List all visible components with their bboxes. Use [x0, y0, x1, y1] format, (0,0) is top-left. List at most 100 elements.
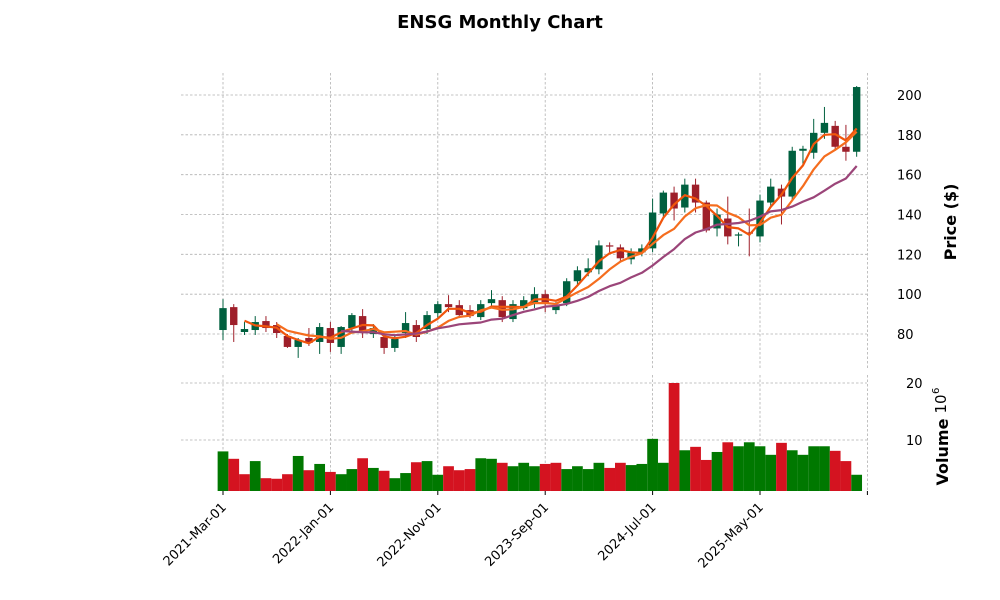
- volume-bar: [561, 469, 573, 491]
- candle-body: [498, 300, 506, 318]
- candle: [756, 194, 764, 243]
- moving-average-lines: [244, 127, 858, 345]
- candle: [509, 300, 517, 323]
- volume-bar: [475, 458, 487, 491]
- volume-bar: [550, 462, 562, 491]
- candle: [240, 322, 249, 335]
- candle-body: [455, 305, 463, 316]
- volume-bar: [335, 474, 347, 491]
- candle: [691, 178, 700, 213]
- candle: [713, 208, 721, 237]
- candle: [412, 320, 421, 342]
- volume-bar: [507, 466, 519, 491]
- volume-bar: [690, 446, 701, 491]
- candle-body: [638, 248, 646, 253]
- candle: [562, 278, 571, 307]
- candle: [315, 323, 324, 354]
- volume-bar: [647, 438, 658, 491]
- volume-bar: [518, 462, 530, 491]
- candle-body: [283, 335, 292, 347]
- x-tick-label: 2022-Nov-01: [375, 500, 445, 570]
- volume-bar: [829, 450, 841, 491]
- moving-average-12-line: [341, 165, 858, 337]
- candle-body: [444, 304, 453, 308]
- volume-bar: [776, 442, 787, 491]
- candle-body: [852, 87, 861, 152]
- volume-bar: [217, 451, 229, 491]
- candle-body: [391, 338, 399, 348]
- volume-bar: [539, 463, 551, 491]
- candle: [831, 120, 839, 151]
- volume-bar: [410, 462, 422, 491]
- volume-bar: [314, 463, 326, 491]
- volume-bar: [432, 474, 444, 491]
- volume-bar: [239, 474, 250, 491]
- candle-body: [326, 328, 335, 343]
- candle: [605, 242, 614, 253]
- candle-body: [713, 214, 721, 229]
- candle: [616, 244, 625, 263]
- volume-bar: [282, 474, 293, 491]
- candle-body: [552, 305, 560, 311]
- volume-bar: [464, 469, 476, 491]
- volume-multiplier: 10 6: [931, 388, 950, 414]
- candle-body: [831, 125, 839, 147]
- volume-multiplier-exponent: 6: [931, 388, 942, 394]
- volume-bar: [367, 467, 379, 491]
- volume-bar: [722, 442, 734, 491]
- volume-bar: [668, 383, 680, 491]
- volume-bar: [486, 458, 497, 491]
- candle-body: [305, 337, 313, 343]
- candle: [434, 301, 442, 319]
- volume-bar: [657, 462, 669, 491]
- volume-bar: [529, 466, 540, 491]
- volume-bar: [421, 461, 433, 491]
- candle: [659, 190, 668, 219]
- candle: [294, 337, 302, 358]
- price-tick-label: 200: [897, 89, 922, 104]
- volume-bar: [636, 463, 648, 491]
- volume-axis-label: Volume: [933, 418, 952, 485]
- candle-body: [842, 146, 850, 152]
- candle-body: [670, 192, 678, 209]
- candle-body: [230, 307, 238, 326]
- candle-body: [595, 245, 603, 270]
- candle-body: [702, 202, 710, 231]
- chart-title: ENSG Monthly Chart: [397, 12, 603, 33]
- volume-tick-label: 10: [906, 434, 923, 449]
- volume-bar: [840, 461, 852, 491]
- candle-body: [423, 315, 431, 330]
- volume-multiplier-base: 10: [932, 394, 950, 413]
- candle-body: [401, 323, 410, 334]
- volume-bar: [733, 446, 744, 491]
- volume-bar: [271, 478, 283, 491]
- volume-bar: [743, 442, 755, 491]
- volume-bar: [582, 469, 594, 491]
- price-tick-label: 160: [897, 169, 922, 184]
- candle: [358, 309, 367, 338]
- candle-body: [315, 327, 324, 342]
- candle-body: [777, 188, 786, 197]
- price-tick-label: 180: [897, 129, 922, 144]
- volume-bar: [292, 455, 304, 491]
- volume-bar: [615, 462, 626, 491]
- volume-bar: [754, 446, 766, 491]
- candle: [219, 299, 227, 340]
- volume-bar: [249, 461, 261, 491]
- candle: [745, 208, 753, 257]
- candle: [230, 304, 238, 342]
- candle-body: [294, 339, 302, 347]
- x-tick-label: 2024-Jul-01: [595, 500, 659, 564]
- candle: [487, 290, 496, 309]
- gridlines: [181, 73, 868, 491]
- candle-body: [380, 336, 388, 348]
- candle-body: [734, 234, 743, 236]
- candle: [541, 290, 549, 313]
- candle-body: [605, 245, 614, 247]
- volume-bar: [765, 454, 777, 491]
- candle: [734, 232, 743, 247]
- candle: [788, 146, 796, 201]
- candle-body: [520, 300, 528, 309]
- candle-body: [573, 270, 582, 282]
